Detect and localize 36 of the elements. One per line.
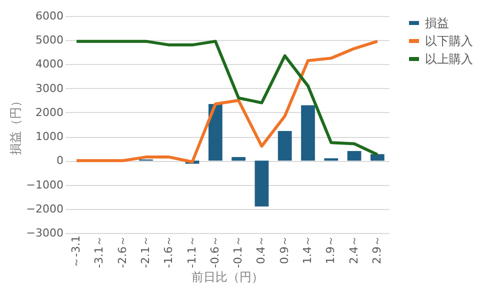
x-tick-label: -1.6～ bbox=[162, 236, 176, 268]
x-tick-label: -3.1～ bbox=[92, 236, 106, 268]
x-tick-label: 0.9～ bbox=[278, 236, 291, 264]
x-tick-label: -1.1～ bbox=[185, 236, 198, 268]
legend-label: 以上購入 bbox=[425, 52, 473, 66]
y-tick-label: 0 bbox=[56, 154, 64, 168]
x-tick-label: -0.6～ bbox=[208, 236, 222, 268]
bar bbox=[254, 160, 269, 206]
y-tick-label: 3000 bbox=[36, 82, 64, 95]
bar bbox=[278, 131, 292, 161]
y-tick-label: 6000 bbox=[36, 10, 64, 22]
bar bbox=[370, 154, 384, 161]
bar bbox=[301, 105, 315, 161]
x-tick-label: 1.9～ bbox=[324, 236, 338, 264]
y-tick-label: 4000 bbox=[36, 58, 64, 71]
bar bbox=[347, 151, 362, 161]
y-tick-label: −3000 bbox=[26, 226, 64, 240]
legend-label: 以下購入 bbox=[425, 34, 473, 48]
bar bbox=[232, 157, 246, 161]
y-tick-label: 1000 bbox=[36, 130, 64, 144]
x-tick-label: 2.9～ bbox=[370, 236, 384, 264]
x-tick-label: -2.6～ bbox=[116, 236, 129, 268]
x-tick-label: -2.1～ bbox=[139, 236, 152, 268]
x-tick-label: 0.4～ bbox=[254, 236, 268, 264]
y-tick-label: 5000 bbox=[36, 34, 64, 47]
y-tick-label: −2000 bbox=[26, 202, 64, 216]
x-tick-label: 1.4～ bbox=[301, 236, 314, 264]
y-axis-title: 損益（円） bbox=[8, 95, 22, 155]
x-tick-label: ～-3.1 bbox=[70, 236, 83, 268]
x-tick-label: 2.4～ bbox=[347, 236, 360, 264]
bar bbox=[208, 104, 222, 161]
legend-label: 損益 bbox=[425, 16, 449, 30]
y-tick-label: −1000 bbox=[26, 178, 64, 192]
x-axis-title: 前日比（円） bbox=[192, 270, 264, 284]
y-tick-label: 2000 bbox=[36, 106, 64, 119]
x-tick-label: -0.1～ bbox=[232, 236, 245, 268]
